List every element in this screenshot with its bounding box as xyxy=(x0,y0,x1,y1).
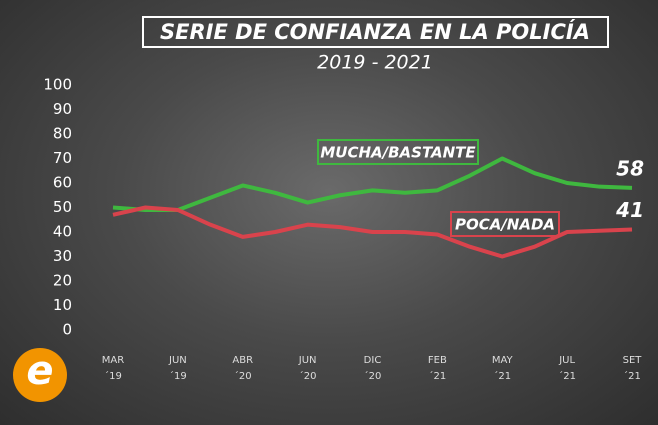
chart-title: SERIE DE CONFIANZA EN LA POLICÍA xyxy=(160,19,590,44)
x-tick-label: ABR ´20 xyxy=(232,355,254,382)
y-tick-label: 0 xyxy=(62,321,72,339)
x-tick-label: JUN ´19 xyxy=(169,355,187,382)
series-line xyxy=(112,205,633,259)
end-value-label: 58 xyxy=(616,156,644,180)
logo: e xyxy=(26,348,53,394)
x-tick-label: FEB ´21 xyxy=(427,355,447,382)
title-box xyxy=(142,16,609,48)
y-tick-label: 20 xyxy=(53,272,72,290)
legend-label: MUCHA/BASTANTE xyxy=(320,144,476,162)
y-tick-label: 10 xyxy=(53,296,72,314)
y-tick-label: 50 xyxy=(53,198,72,216)
x-tick-label: MAR ´19 xyxy=(101,355,125,382)
y-tick-label: 30 xyxy=(53,247,72,265)
legend-box xyxy=(450,211,560,237)
legend-box xyxy=(317,139,479,165)
y-tick-label: 90 xyxy=(53,100,72,118)
y-tick-label: 60 xyxy=(53,174,72,192)
x-tick-label: MAY ´21 xyxy=(491,355,513,382)
y-tick-label: 100 xyxy=(43,76,72,94)
chart-subtitle: 2019 - 2021 xyxy=(317,52,433,74)
x-tick-label: JUN ´20 xyxy=(298,355,317,382)
series-line xyxy=(112,156,633,212)
y-tick-label: 80 xyxy=(53,125,72,143)
legend-label: POCA/NADA xyxy=(455,216,555,234)
x-tick-label: JUL ´21 xyxy=(558,355,576,382)
y-tick-label: 70 xyxy=(53,149,72,167)
x-tick-label: SET ´21 xyxy=(622,355,642,382)
logo-circle xyxy=(13,348,67,402)
x-tick-label: DIC ´20 xyxy=(363,355,382,382)
end-value-label: 41 xyxy=(615,198,644,222)
y-tick-label: 40 xyxy=(53,223,72,241)
